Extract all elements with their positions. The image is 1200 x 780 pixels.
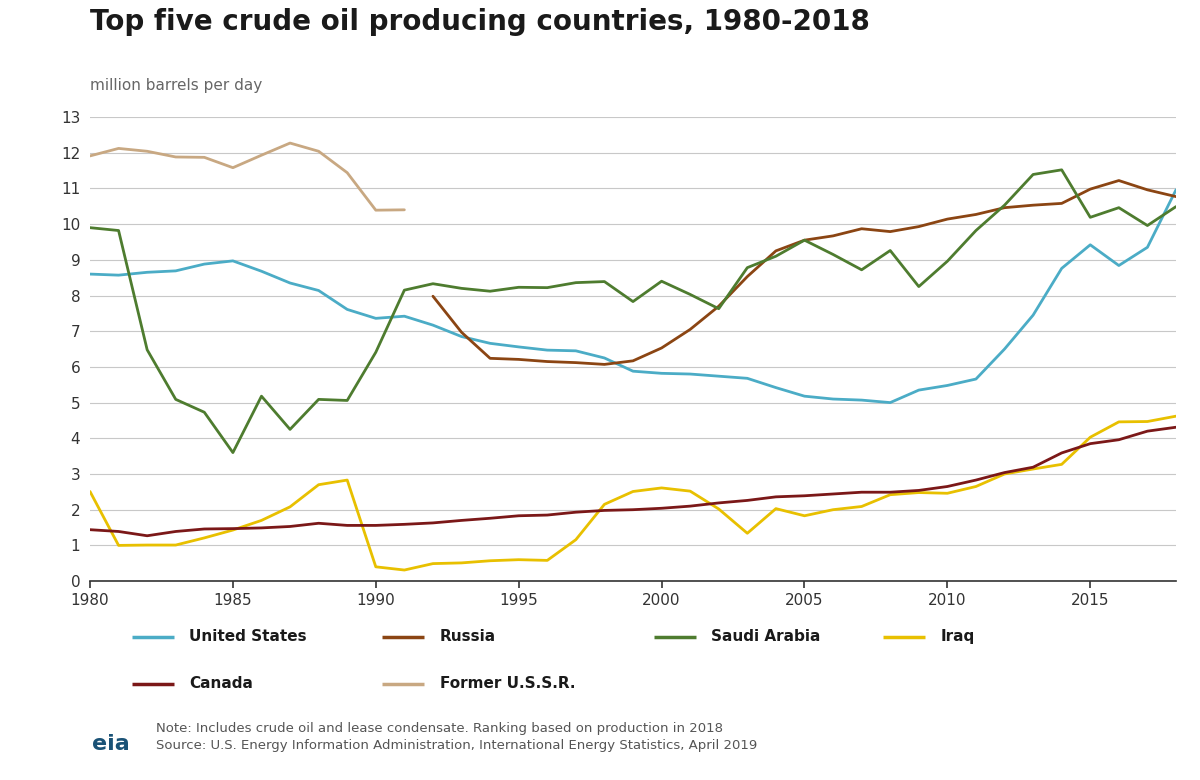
Text: million barrels per day: million barrels per day — [90, 78, 263, 93]
Text: Iraq: Iraq — [941, 629, 976, 644]
Text: Note: Includes crude oil and lease condensate. Ranking based on production in 20: Note: Includes crude oil and lease conde… — [156, 722, 722, 735]
Text: Russia: Russia — [439, 629, 496, 644]
Text: United States: United States — [190, 629, 307, 644]
Text: Source: U.S. Energy Information Administration, International Energy Statistics,: Source: U.S. Energy Information Administ… — [156, 739, 757, 752]
Text: Canada: Canada — [190, 676, 253, 691]
Text: Former U.S.S.R.: Former U.S.S.R. — [439, 676, 575, 691]
Text: Top five crude oil producing countries, 1980-2018: Top five crude oil producing countries, … — [90, 8, 870, 36]
Text: eia: eia — [92, 734, 130, 754]
Text: Saudi Arabia: Saudi Arabia — [712, 629, 821, 644]
